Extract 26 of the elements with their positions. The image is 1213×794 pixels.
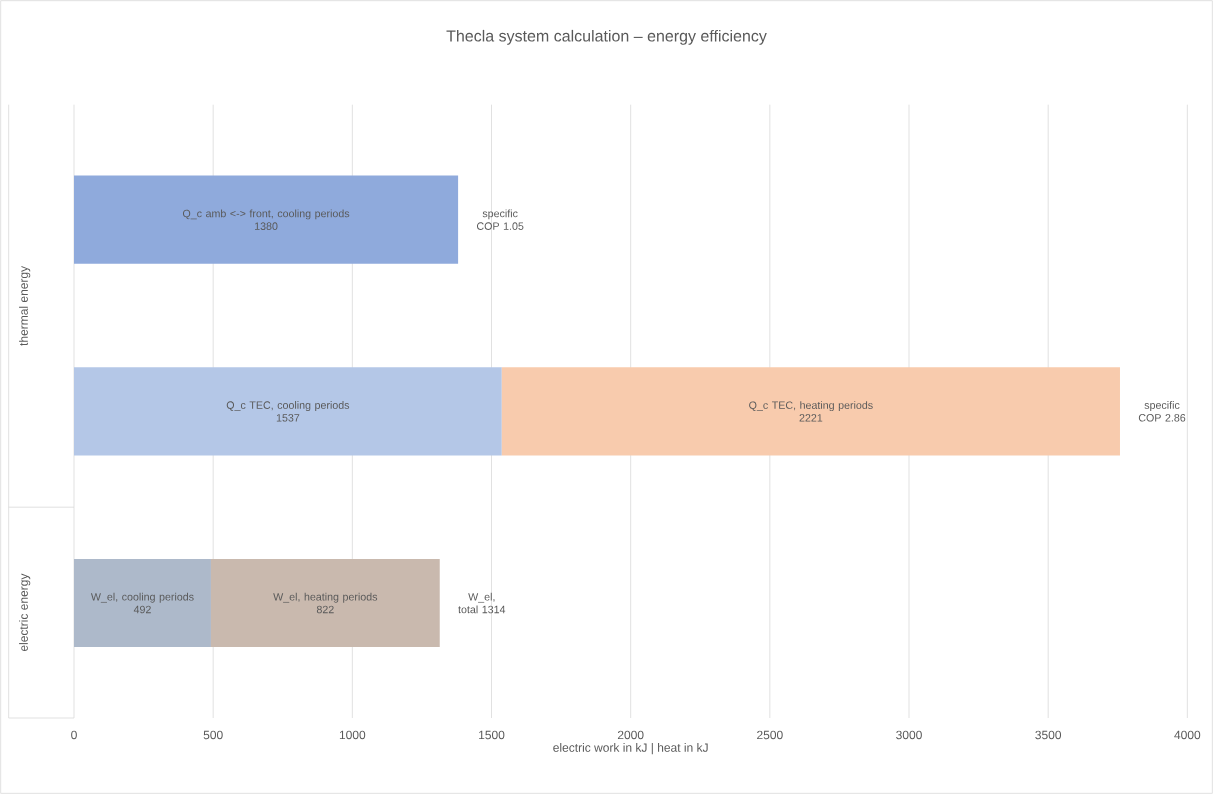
x-tick-label: 0 [71, 730, 77, 740]
data-label: 2221 [799, 414, 823, 422]
x-axis-title: electric work in kJ | heat in kJ [553, 743, 708, 755]
x-tick-label: 2500 [757, 730, 783, 740]
x-tick-label: 3000 [896, 730, 922, 740]
x-tick-label: 1500 [479, 730, 505, 740]
data-label: 492 [133, 605, 151, 614]
x-tick-label: 2000 [617, 730, 644, 740]
data-label: 822 [316, 605, 334, 614]
annotation: specific COP 2.86 [1138, 401, 1186, 422]
series-label: Q_c amb <-> front, cooling periods [182, 209, 350, 220]
chart-title: Thecla system calculation – energy efficiency [446, 29, 767, 45]
x-tick-label: 1000 [339, 730, 366, 740]
data-label: 1380 [255, 222, 278, 230]
series-label: W_el, cooling periods [90, 592, 194, 603]
x-tick-label: 4000 [1174, 730, 1201, 740]
data-label: 1537 [276, 414, 300, 422]
series-label: W_el, heating periods [273, 592, 378, 603]
text: electric energy [19, 573, 31, 652]
annotation: specific COP 1.05 [476, 209, 524, 230]
x-tick-label: 3500 [1035, 730, 1062, 740]
text: thermal energy [19, 265, 31, 346]
annotation: W_el, total 1314 [458, 592, 506, 614]
series-label: Q_c TEC, cooling periods [226, 401, 350, 412]
series-label: Q_c TEC, heating periods [749, 401, 873, 412]
x-tick-label: 500 [203, 730, 223, 740]
